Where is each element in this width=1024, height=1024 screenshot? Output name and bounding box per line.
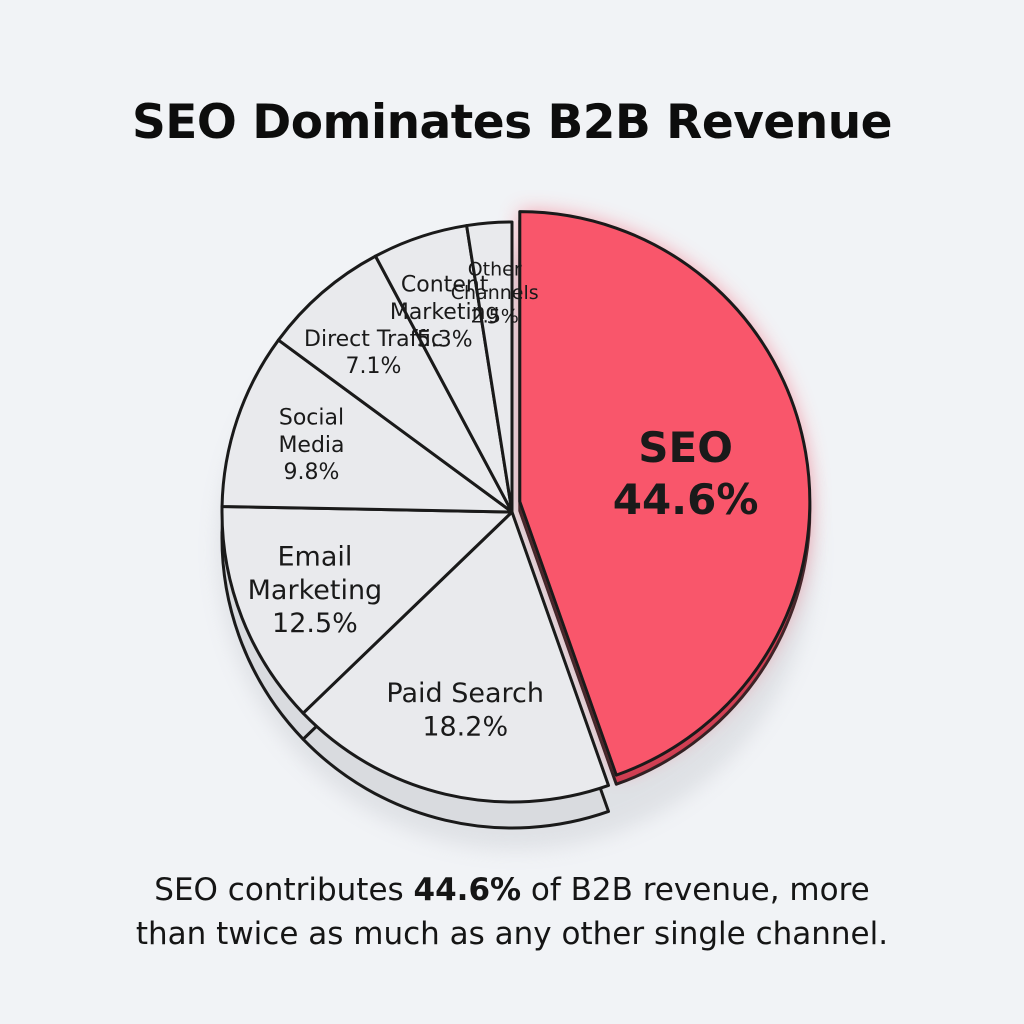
slice-seo [518,210,812,777]
pie-labels: SEO 44.6%Paid Search 18.2%Email Marketing 12… [248,258,759,742]
slice-direct-traffic [276,254,514,514]
caption: SEO contributes 44.6% of B2B revenue, mo… [0,868,1024,956]
slice-label-email-marketing: Email Marketing 12.5% [248,541,383,639]
slice-value-other-channels: 2.5% [471,305,519,327]
slice-name-content-marketing: Content [401,273,489,298]
slice-label-social-media: Social Media 9.8% [278,405,344,485]
slice-email-marketing [220,505,514,715]
slice-name-direct-traffic: Direct Traffic [304,327,443,352]
caption-line-1: SEO contributes 44.6% of B2B revenue, mo… [0,868,1024,912]
slice-name-social-media: Media [278,433,344,458]
slice-social-media [220,338,514,514]
slice-name-other-channels: Other [468,258,522,280]
caption-highlight-value: 44.6% [413,872,522,908]
chart-title: SEO Dominates B2B Revenue [131,95,893,150]
slice-value-seo: 44.6% [613,475,759,524]
slice-name-content-marketing: Marketing [390,300,500,325]
slice-name-email-marketing: Email [277,541,352,572]
slice-label-seo: SEO 44.6% [613,423,759,524]
caption-line-2: than twice as much as any other single c… [135,916,889,952]
slice-label-paid-search: Paid Search 18.2% [386,678,544,742]
pie-slices [220,210,812,804]
slice-label-content-marketing: Content Marketing 5.3% [390,273,500,353]
slice-name-paid-search: Paid Search [386,678,544,709]
caption-text-after: of B2B revenue, more [521,872,870,908]
slice-value-direct-traffic: 7.1% [346,354,402,379]
slice-name-social-media: Social [279,405,344,430]
slice-label-direct-traffic: Direct Traffic 7.1% [304,327,443,379]
slice-label-other-channels: Other Channels 2.5% [451,258,539,327]
slice-name-email-marketing: Marketing [248,575,383,606]
slice-value-paid-search: 18.2% [422,712,508,743]
caption-text-before: SEO contributes [154,872,414,908]
slice-paid-search [301,510,611,804]
slice-value-email-marketing: 12.5% [272,608,358,639]
slice-value-social-media: 9.8% [284,460,340,485]
slice-name-seo: SEO [638,423,733,472]
slice-other-channels [465,220,514,514]
slice-name-other-channels: Channels [451,282,539,304]
slice-value-content-marketing: 5.3% [417,327,473,352]
